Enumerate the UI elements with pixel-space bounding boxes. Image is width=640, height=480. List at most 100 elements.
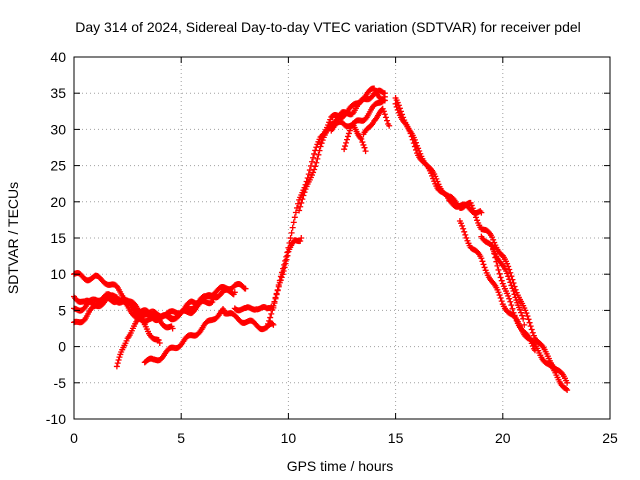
data-point-marker [344,136,351,143]
data-point-marker [357,134,364,141]
data-point-marker [208,299,215,306]
data-point-marker [270,321,277,328]
data-point-marker [318,140,325,147]
data-point-marker [511,312,518,319]
data-point-marker [272,295,279,302]
data-point-marker [519,312,526,319]
x-tick-label: 25 [602,430,618,446]
data-point-marker [508,282,515,289]
data-point-marker [508,302,515,309]
data-point-marker [524,313,531,320]
x-tick-label: 20 [495,430,511,446]
y-tick-label: 0 [58,339,66,355]
data-point-marker [341,146,348,153]
series-track-f [71,291,217,323]
x-tick-label: 5 [177,430,185,446]
data-point-marker [507,279,514,286]
x-tick-label: 10 [281,430,297,446]
data-point-marker [359,139,366,146]
data-point-marker [302,186,309,193]
data-point-marker [268,310,275,317]
y-tick-label: 40 [50,49,66,65]
data-point-marker [506,266,513,273]
data-point-marker [301,189,308,196]
data-point-marker [410,140,417,147]
data-point-marker [528,340,535,347]
data-point-marker [526,319,533,326]
data-point-marker [509,285,516,292]
data-point-marker [116,354,123,361]
data-point-marker [123,337,130,344]
data-point-marker [392,100,399,107]
data-point-marker [266,317,273,324]
data-point-marker [462,231,469,238]
data-point-marker [495,289,502,296]
data-point-marker [505,273,512,280]
data-point-marker [283,256,290,263]
data-point-marker [495,266,502,273]
data-point-marker [278,274,285,281]
data-point-marker [267,314,274,321]
data-point-marker [291,214,298,221]
data-point-marker [504,260,511,267]
data-point-marker [564,387,571,394]
data-point-marker [518,309,525,316]
data-point-marker [265,320,272,327]
data-point-marker [380,108,387,115]
data-point-marker [169,325,176,332]
data-point-marker [480,261,487,268]
series-track-s [489,242,528,328]
data-point-marker [497,295,504,302]
data-point-marker [497,274,504,281]
data-point-marker [284,252,291,259]
data-point-marker [300,192,307,199]
data-point-marker [381,111,388,118]
y-tick-label: 25 [50,158,66,174]
data-point-marker [496,270,503,277]
data-point-marker [296,207,303,214]
data-point-marker [529,343,536,350]
data-point-marker [317,143,324,150]
data-point-marker [511,291,518,298]
data-point-marker [242,285,249,292]
data-point-marker [342,143,349,150]
data-point-marker [490,236,497,243]
data-point-marker [402,120,409,127]
data-point-marker [360,141,367,148]
data-point-marker [382,114,389,121]
y-axis-ticks: -10 -5 0 5 10 15 20 25 30 35 40 [46,49,610,427]
data-point-marker [297,203,304,210]
data-point-marker [481,264,488,271]
data-point-marker [474,217,481,224]
data-point-marker [564,379,571,386]
data-point-marker [510,309,517,316]
data-point-marker [281,264,288,271]
data-point-marker [310,169,317,176]
series-track-k [296,87,388,214]
data-point-marker [522,307,529,314]
x-axis-label: GPS time / hours [287,458,394,474]
data-point-marker [275,283,282,290]
data-point-marker [271,300,278,307]
y-tick-label: 20 [50,194,66,210]
x-tick-label: 15 [388,430,404,446]
series-track-r [478,233,538,354]
series-track-o [392,94,571,386]
data-point-marker [494,262,501,269]
series-track-n [360,105,393,138]
data-point-marker [280,268,287,275]
data-point-marker [406,127,413,134]
y-tick-label: -10 [46,411,66,427]
data-point-marker [460,225,467,232]
data-point-marker [384,117,391,124]
data-point-marker [531,347,538,354]
data-point-marker [504,270,511,277]
data-point-marker [461,228,468,235]
data-point-marker [297,237,304,244]
data-point-marker [305,171,312,178]
data-point-marker [156,339,163,346]
data-point-marker [344,133,351,140]
data-point-marker [310,154,317,161]
data-point-marker [313,159,320,166]
